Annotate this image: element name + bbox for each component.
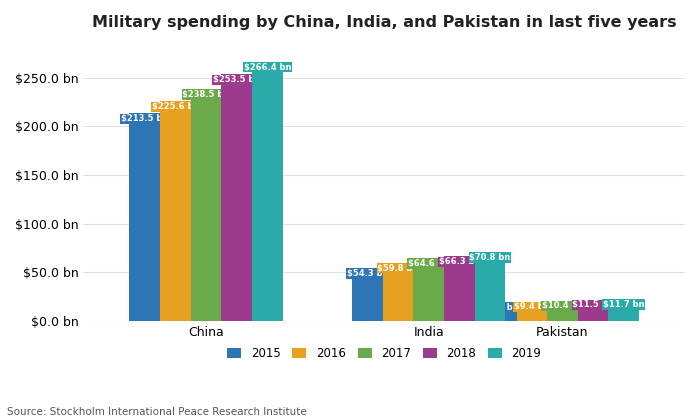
Bar (160, 101, 190, 321)
Text: Source: Stockholm International Peace Research Institute: Source: Stockholm International Peace Re… (7, 407, 307, 417)
Bar (486, 312, 517, 321)
Text: $225.6 bn: $225.6 bn (152, 103, 199, 111)
Text: $9.4 bn: $9.4 bn (514, 302, 550, 311)
Bar (130, 113, 160, 321)
Text: $11.5 bn: $11.5 bn (573, 300, 614, 309)
Text: $253.5 bn: $253.5 bn (213, 75, 260, 84)
Bar (547, 311, 577, 321)
Text: $11.7 bn: $11.7 bn (603, 300, 645, 309)
Bar (383, 263, 414, 321)
Bar (475, 252, 505, 321)
Text: $66.3 bn: $66.3 bn (439, 257, 480, 266)
Text: $54.3 bn: $54.3 bn (346, 269, 389, 278)
Text: $266.4 bn: $266.4 bn (244, 63, 291, 72)
Text: $70.8 bn: $70.8 bn (470, 253, 511, 262)
Bar (352, 268, 383, 321)
Text: $59.8 bn: $59.8 bn (377, 264, 419, 273)
Bar (517, 312, 547, 321)
Text: $10.4 bn: $10.4 bn (542, 301, 583, 310)
Text: $238.5 bn: $238.5 bn (183, 90, 230, 99)
Text: $9.1 bn: $9.1 bn (484, 303, 519, 311)
Text: $213.5 bn: $213.5 bn (121, 114, 169, 123)
Text: $64.6 bn: $64.6 bn (408, 259, 449, 268)
Bar (578, 310, 608, 321)
Legend: 2015, 2016, 2017, 2018, 2019: 2015, 2016, 2017, 2018, 2019 (223, 342, 546, 365)
Bar (252, 62, 283, 321)
Bar (221, 74, 252, 321)
Bar (190, 89, 221, 321)
Bar (608, 309, 639, 321)
Bar (414, 258, 444, 321)
Bar (444, 256, 475, 321)
Title: Military spending by China, India, and Pakistan in last five years: Military spending by China, India, and P… (92, 15, 677, 30)
